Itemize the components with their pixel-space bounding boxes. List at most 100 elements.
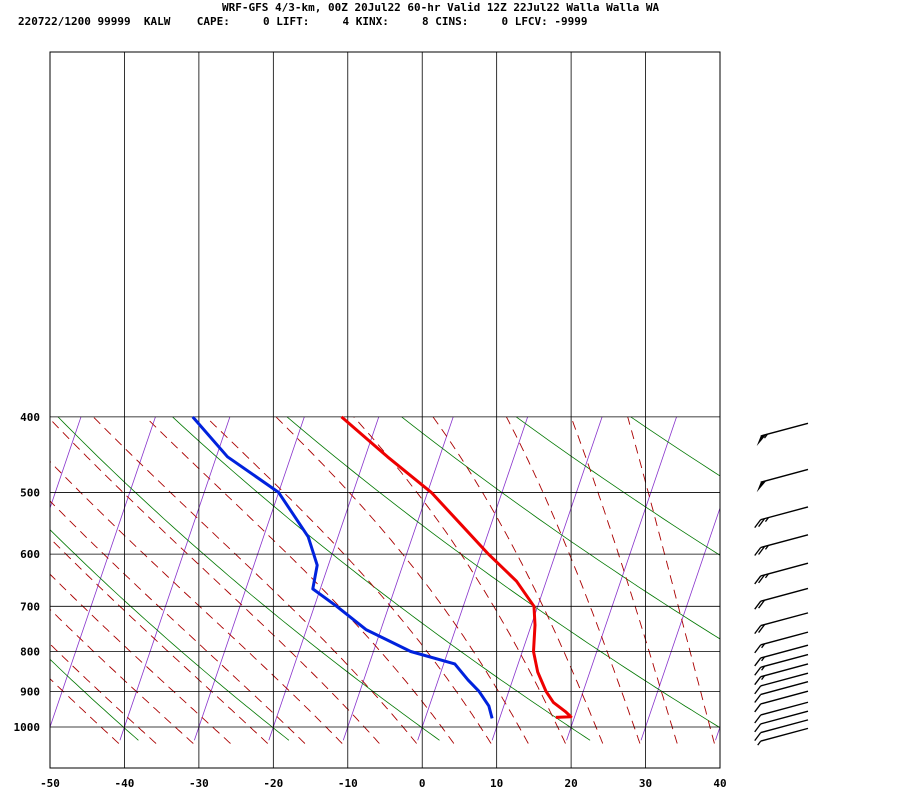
dry-adiabat-line: [860, 417, 900, 740]
barb-flag: [756, 434, 767, 446]
x-tick-label: 40: [713, 777, 726, 790]
barb-full: [754, 625, 762, 635]
dewpoint-trace: [191, 415, 494, 719]
isotherm-line: [640, 506, 720, 741]
barb-staff: [760, 719, 809, 734]
barb-staff: [760, 612, 809, 627]
isotherm-line: [193, 416, 305, 741]
moist-adiabat-line: [50, 460, 343, 744]
wind-barbs: [754, 422, 809, 746]
barb-half: [757, 740, 762, 746]
plot-frame: [49, 51, 721, 769]
y-tick-label: 400: [20, 411, 40, 424]
barb-full: [758, 574, 766, 584]
dry-adiabat-line: [401, 416, 720, 640]
barb-half: [763, 433, 768, 439]
barb-staff: [760, 644, 809, 659]
barb-staff: [760, 672, 809, 687]
barb-staff: [760, 422, 809, 437]
dry-adiabat-line: [50, 658, 139, 741]
barb-staff: [760, 468, 809, 483]
barb-full: [754, 676, 762, 686]
barb-half: [764, 573, 769, 579]
wind-barb: [754, 690, 809, 713]
barb-half: [761, 665, 766, 671]
x-tick-label: 10: [490, 777, 503, 790]
barb-staff: [760, 710, 809, 725]
y-tick-label: 900: [20, 685, 40, 698]
background-lines: [50, 416, 900, 744]
barb-full: [754, 723, 762, 733]
barb-full: [754, 694, 762, 703]
barb-full: [754, 657, 762, 667]
moist-adiabat-line: [50, 500, 306, 744]
barb-half: [761, 675, 766, 681]
dry-adiabat-line: [50, 529, 290, 741]
moist-adiabat-line: [627, 416, 715, 744]
y-tick-label: 800: [20, 645, 40, 658]
wind-barb: [754, 631, 809, 654]
barb-full: [758, 546, 766, 555]
isotherm-line: [119, 416, 231, 741]
barb-staff: [760, 690, 809, 705]
isotherm-line: [342, 416, 454, 741]
dry-adiabat-line: [516, 416, 720, 556]
barb-full: [758, 624, 766, 633]
barb-full: [754, 714, 762, 724]
moist-adiabat-line: [50, 573, 231, 744]
barb-staff: [760, 562, 809, 577]
wind-barb: [756, 468, 809, 493]
station-indices-line: 220722/1200 99999 KALW CAPE: 0 LIFT: 4 K…: [18, 15, 588, 28]
barb-full: [754, 547, 762, 556]
axes: -50 -40 -30 -20 -10 0 10 20 30 40 400 500 600 700 800 9…: [14, 51, 727, 790]
barb-half: [761, 643, 766, 649]
wind-barb: [754, 644, 809, 667]
wind-barb: [757, 727, 809, 746]
barb-staff: [760, 534, 809, 549]
wind-barb: [754, 534, 809, 556]
barb-staff: [760, 663, 809, 678]
wind-barb: [754, 562, 809, 585]
moist-adiabat-line: [50, 608, 194, 744]
y-tick-label: 500: [20, 486, 40, 499]
barb-full: [754, 644, 762, 654]
isotherm-line: [268, 416, 380, 741]
moist-adiabat-line: [432, 416, 604, 744]
isotherm-line: [50, 416, 82, 510]
dry-adiabat-line: [172, 416, 591, 741]
x-tick-label: 0: [419, 777, 426, 790]
isotherm-line: [566, 416, 677, 741]
barb-full: [758, 599, 766, 609]
moist-adiabat-line: [50, 537, 269, 744]
barb-full: [754, 685, 762, 695]
x-tick-label: 30: [639, 777, 652, 790]
barb-staff: [760, 631, 809, 646]
barb-staff: [760, 701, 809, 716]
x-tick-label: -20: [263, 777, 283, 790]
x-tick-label: 20: [564, 777, 577, 790]
barb-staff: [760, 506, 809, 521]
barb-half: [764, 545, 769, 550]
barb-half: [761, 656, 766, 662]
wind-barb: [754, 719, 809, 742]
wind-barb: [754, 710, 809, 733]
wind-barb: [754, 612, 809, 635]
barb-staff: [760, 587, 809, 602]
barb-full: [754, 519, 762, 529]
barb-staff: [760, 653, 809, 668]
y-tick-label: 600: [20, 548, 40, 561]
moist-adiabat-line: [506, 416, 641, 744]
moist-adiabat-line: [50, 418, 380, 744]
sounding-traces: [191, 415, 573, 719]
x-tick-label: -50: [40, 777, 60, 790]
wind-barb: [754, 587, 809, 610]
y-tick-label: 1000: [14, 721, 41, 734]
wind-barb: [754, 506, 809, 529]
wind-barb: [754, 672, 809, 695]
wind-barb: [754, 663, 809, 686]
barb-full: [754, 575, 762, 585]
wind-barb: [756, 422, 809, 446]
isotherm-line: [417, 416, 529, 741]
barb-full: [754, 703, 762, 713]
